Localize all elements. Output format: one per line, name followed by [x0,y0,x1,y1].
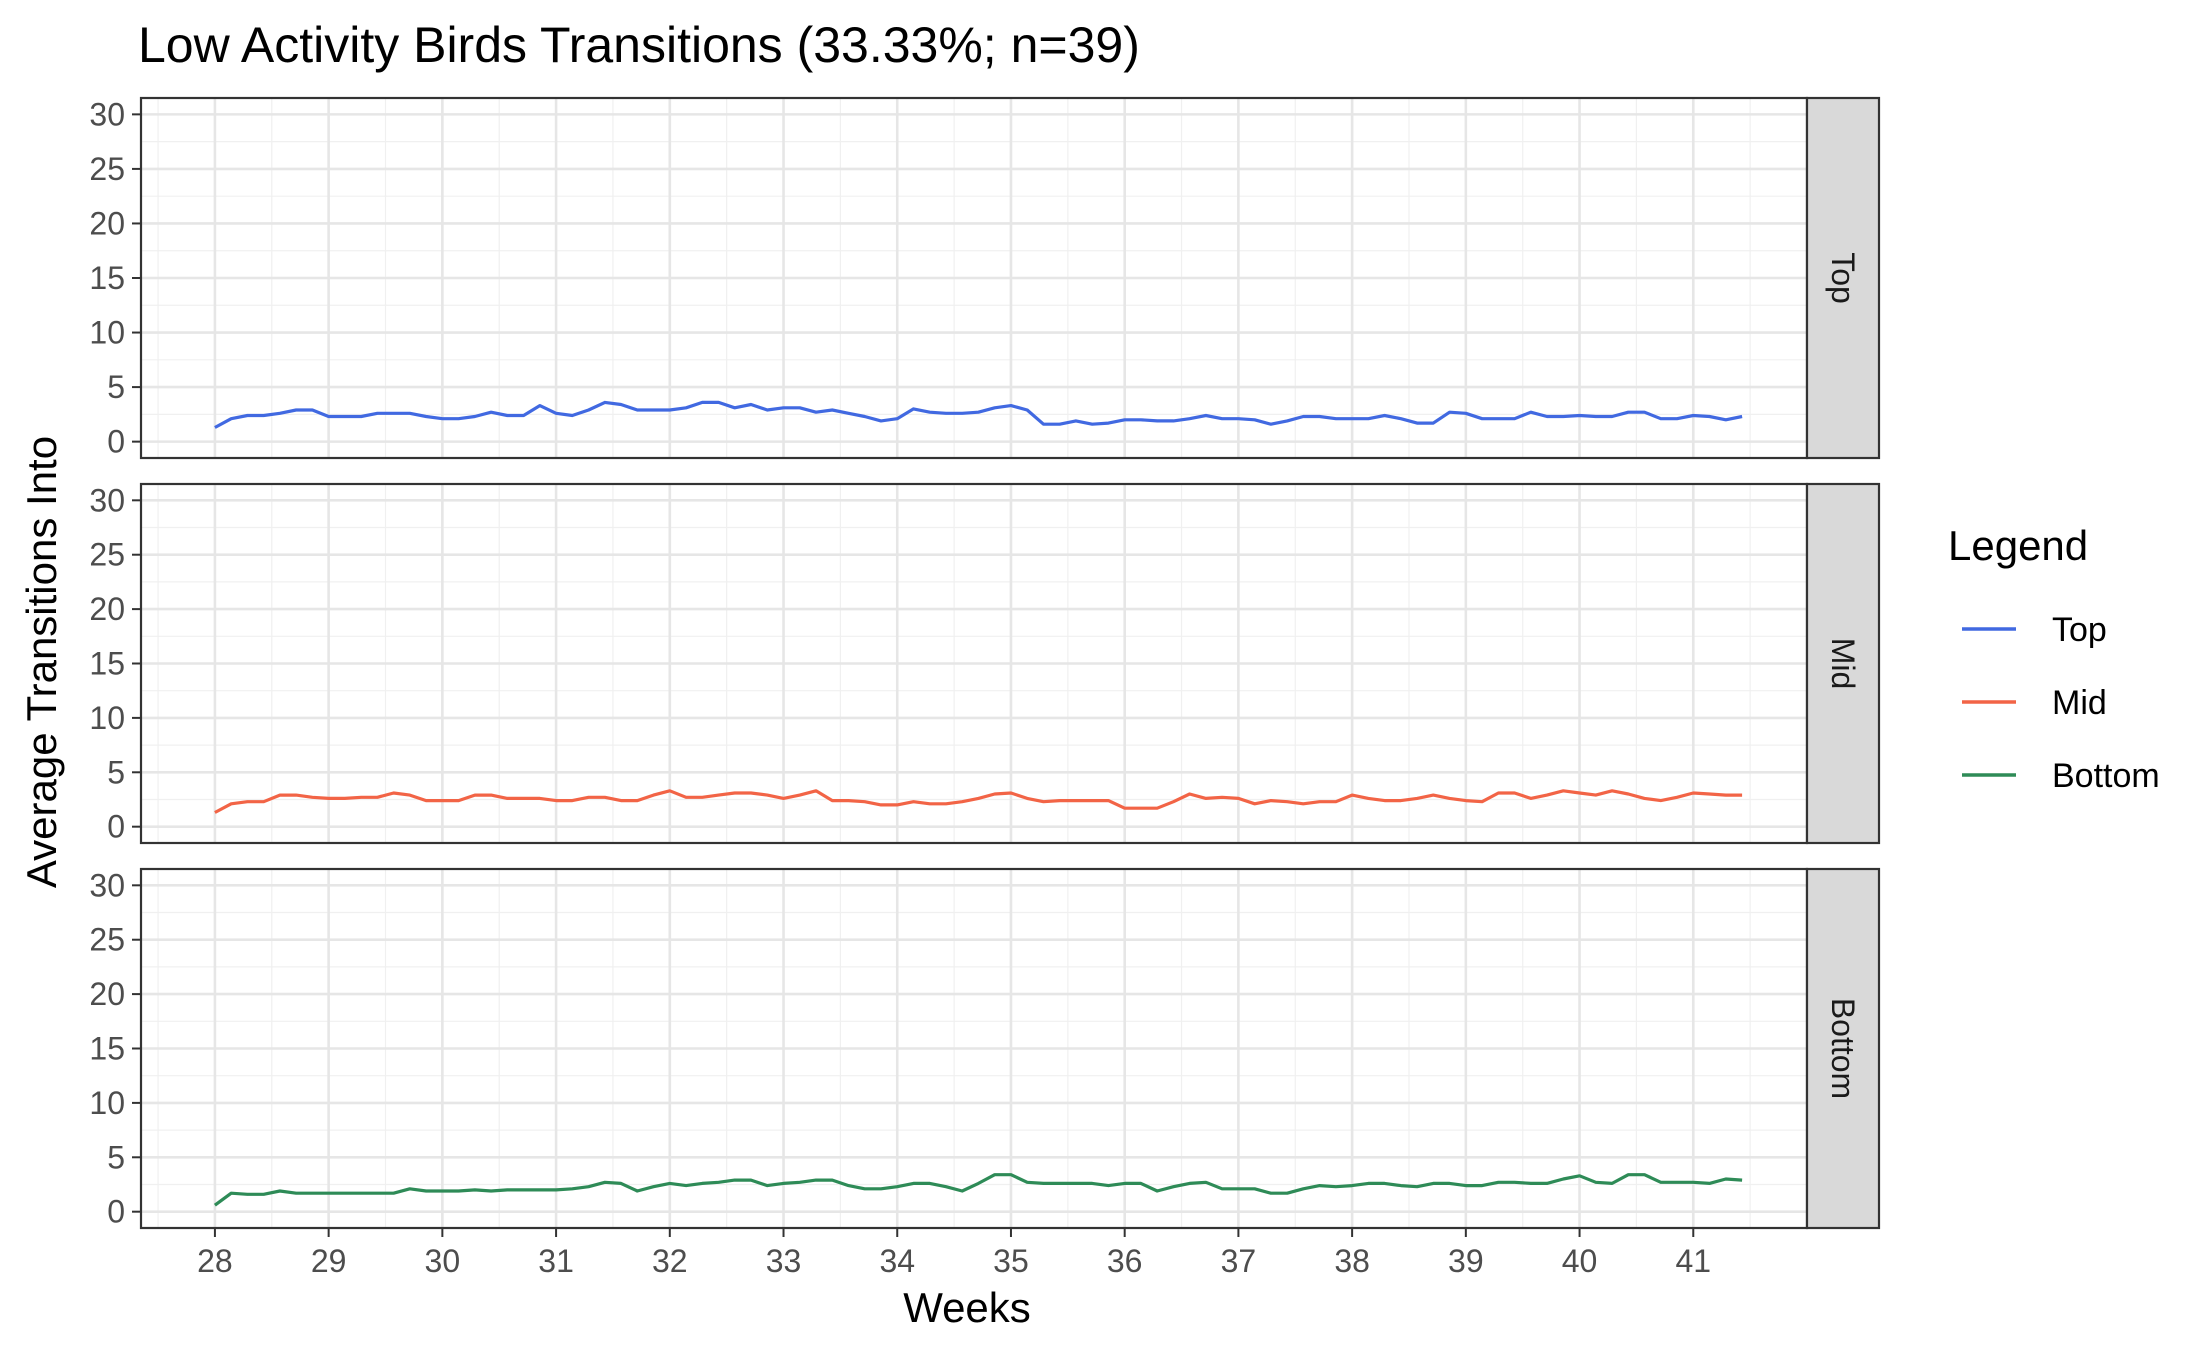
y-tick-label: 0 [107,1194,125,1230]
facet-strip-label: Bottom [1825,998,1861,1099]
y-tick-label: 15 [89,1031,125,1067]
x-tick-label: 33 [766,1243,802,1279]
y-tick-label: 5 [107,369,125,405]
y-tick-label: 15 [89,646,125,682]
panel-bottom: 0 5 10 15 20 25 30 Bottom [89,867,1881,1230]
y-tick-label: 5 [107,754,125,790]
y-tick-label: 30 [89,96,125,132]
x-tick-label: 37 [1221,1243,1257,1279]
y-tick-label: 5 [107,1139,125,1175]
x-tick-label: 29 [311,1243,347,1279]
facet-strip-label: Top [1825,252,1861,304]
series-line-mid [214,789,1743,814]
facet-strip [1805,867,1881,1230]
y-tick-label: 30 [89,482,125,518]
y-tick-label: 20 [89,591,125,627]
x-tick-label: 39 [1448,1243,1484,1279]
x-tick-label: 31 [538,1243,574,1279]
facet-strip-label: Mid [1825,638,1861,690]
panel-mid: 0 5 10 15 20 25 30 Mid [89,482,1881,845]
x-tick-label: 34 [879,1243,915,1279]
x-axis-title: Weeks [903,1284,1031,1331]
facet-panels: 0 5 10 15 20 25 30 Top 0 5 10 15 20 25 30 Mid 0 5 10 15 20 25… [89,96,1881,1230]
legend-label-top: Top [2052,611,2107,649]
y-tick-label: 25 [89,922,125,958]
series-line-top [214,400,1743,429]
facet-strip [1805,96,1881,460]
x-tick-label: 36 [1107,1243,1143,1279]
y-axis-title: Average Transitions Into [18,436,65,888]
y-tick-label: 25 [89,151,125,187]
chart-title: Low Activity Birds Transitions (33.33%; … [138,17,1140,73]
y-tick-label: 10 [89,1085,125,1121]
y-tick-label: 25 [89,537,125,573]
x-tick-label: 40 [1562,1243,1598,1279]
y-tick-label: 30 [89,867,125,903]
x-tick-label: 28 [197,1243,233,1279]
facet-strip [1805,482,1881,845]
legend-title: Legend [1948,522,2088,569]
x-tick-label: 38 [1334,1243,1370,1279]
y-tick-label: 10 [89,700,125,736]
y-tick-label: 0 [107,809,125,845]
series-line-bottom [213,1173,1743,1207]
x-tick-label: 35 [993,1243,1029,1279]
x-tick-label: 30 [425,1243,461,1279]
x-axis: 28 29 30 31 32 33 34 35 36 37 38 39 40 41 [197,1228,1711,1279]
y-tick-label: 20 [89,976,125,1012]
x-tick-label: 41 [1675,1243,1711,1279]
y-tick-label: 10 [89,315,125,351]
panel-top: 0 5 10 15 20 25 30 Top [89,96,1881,460]
y-tick-label: 20 [89,205,125,241]
x-tick-label: 32 [652,1243,688,1279]
legend-label-mid: Mid [2052,684,2107,722]
y-tick-label: 15 [89,260,125,296]
y-tick-label: 0 [107,424,125,460]
legend-label-bottom: Bottom [2052,757,2160,795]
legend: Legend Top Mid Bottom [1948,522,2160,795]
